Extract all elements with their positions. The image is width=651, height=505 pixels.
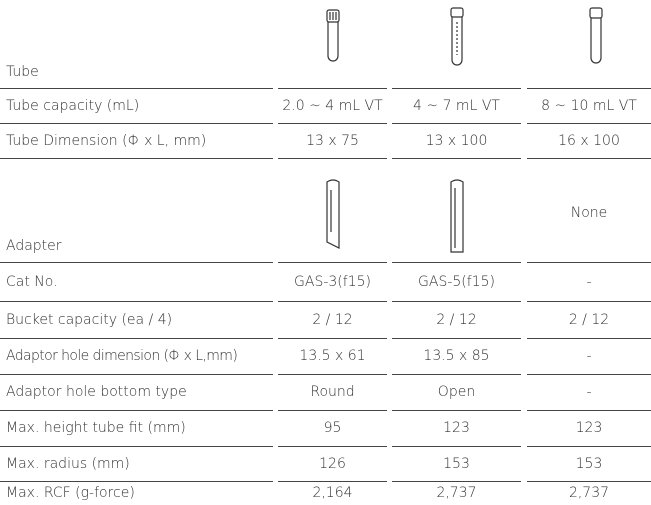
row-label: Tube capacity (mL)	[6, 88, 276, 123]
adapter-icon-2	[451, 180, 463, 252]
row-label: Max. radius (mm)	[6, 446, 276, 481]
row-label: Bucket capacity (ea / 4)	[6, 301, 276, 338]
row-label: Adaptor hole dimension (Φ x L,mm)	[6, 338, 276, 374]
adapter-icon-1	[327, 180, 339, 248]
cell-value: 95	[278, 410, 387, 446]
cell-value: 13 x 75	[278, 123, 387, 158]
cell-value: 126	[278, 446, 387, 481]
cell-value: -	[527, 338, 651, 374]
cell-value: Open	[392, 374, 521, 410]
row-label: Max. RCF (g-force)	[6, 481, 276, 505]
cell-value: GAS-5(f15)	[392, 262, 521, 301]
tube-icon-1	[327, 10, 339, 61]
row-label: Cat No.	[6, 262, 276, 301]
cell-value: 4 ~ 7 mL VT	[392, 88, 521, 123]
cell-value: 13 x 100	[392, 123, 521, 158]
row-label: Tube Dimension (Φ x L, mm)	[6, 123, 276, 158]
cell-value: 2,737	[527, 481, 651, 505]
cell-value: 2 / 12	[278, 301, 387, 338]
row-rule	[527, 158, 651, 159]
cell-value: 123	[527, 410, 651, 446]
cell-value: 153	[392, 446, 521, 481]
cell-value: 2,737	[392, 481, 521, 505]
cell-value: 13.5 x 61	[278, 338, 387, 374]
cell-value: None	[527, 198, 651, 228]
cell-value: 2 / 12	[392, 301, 521, 338]
row-rule	[278, 158, 387, 159]
cell-value: -	[527, 262, 651, 301]
cell-value: -	[527, 374, 651, 410]
cell-value: 8 ~ 10 mL VT	[527, 88, 651, 123]
cell-value: 153	[527, 446, 651, 481]
cell-value: Round	[278, 374, 387, 410]
row-label: Adapter	[6, 158, 276, 254]
row-rule	[392, 158, 521, 159]
cell-value: 13.5 x 85	[392, 338, 521, 374]
row-label: Max. height tube fit (mm)	[6, 410, 276, 446]
tube-icon-3	[590, 8, 602, 63]
cell-value: 2.0 ~ 4 mL VT	[278, 88, 387, 123]
spec-table: Tube Tube capacity (mL)2.0 ~ 4 mL VT4 ~ 7…	[0, 0, 651, 505]
cell-value: 123	[392, 410, 521, 446]
cell-value: 16 x 100	[527, 123, 651, 158]
cell-value: 2,164	[278, 481, 387, 505]
row-label: Adaptor hole bottom type	[6, 374, 276, 410]
tube-icon-2	[451, 8, 463, 65]
cell-value: 2 / 12	[527, 301, 651, 338]
row-label: Tube	[6, 0, 276, 80]
cell-value: GAS-3(f15)	[278, 262, 387, 301]
